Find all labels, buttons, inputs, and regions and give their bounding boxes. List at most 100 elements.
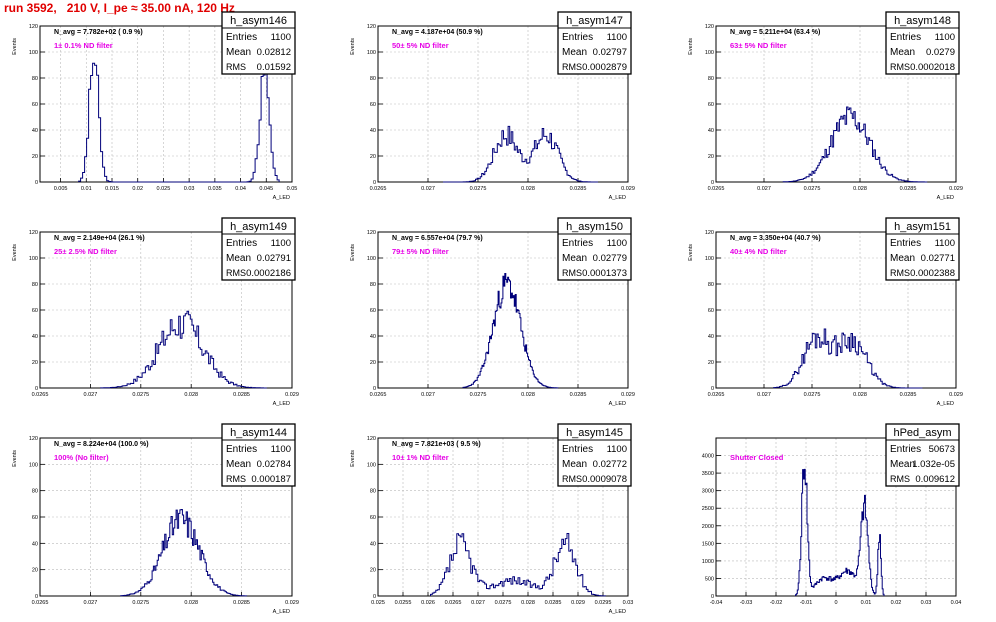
y-tick-label: 40 — [32, 334, 38, 340]
y-tick-label: 100 — [705, 50, 714, 56]
histogram-panel-hPed_asym: -0.04 -0.03 -0.02 -0.01 0 0.01 0.02 0.03 0.04 0 50… — [702, 423, 962, 606]
stats-value: 1100 — [607, 444, 627, 455]
stats-box-h_asym147: h_asym147 Entries 1100 Mean 0.02797 RMS 0.0002… — [557, 11, 632, 75]
stats-value: 0.0001373 — [582, 268, 627, 279]
x-tick-label: 0.0265 — [445, 600, 462, 606]
y-axis-label: Events — [350, 38, 356, 55]
stats-box-frame — [557, 423, 632, 487]
y-tick-label: 100 — [705, 256, 714, 262]
histogram-series-h_asym151 — [773, 328, 923, 389]
x-tick-label: 0.04 — [951, 600, 962, 606]
y-tick-label: 20 — [32, 568, 38, 574]
stats-value: 1100 — [935, 32, 955, 43]
y-tick-label: 2000 — [702, 524, 714, 530]
x-tick-label: 0.028 — [853, 392, 867, 398]
x-axis-label: A_LED — [937, 195, 954, 201]
y-tick-label: 2500 — [702, 506, 714, 512]
y-tick-label: 120 — [29, 230, 38, 236]
y-tick-label: 60 — [370, 102, 376, 108]
y-tick-label: 100 — [29, 462, 38, 468]
x-tick-label: 0.028 — [184, 600, 198, 606]
navg-label: N_avg = 8.224e+04 (100.0 %) — [54, 441, 149, 448]
x-tick-label: 0.026 — [421, 600, 435, 606]
y-tick-label: 80 — [32, 282, 38, 288]
histogram-panel-h_asym149: 0.0265 0.027 0.0275 0.028 0.0285 0.029 0 20 40 60… — [12, 217, 299, 407]
y-tick-label: 0 — [373, 180, 376, 186]
x-axis-label: A_LED — [273, 195, 290, 201]
stats-label: Mean — [562, 47, 587, 58]
histogram-series-h_asym150 — [462, 273, 559, 389]
x-tick-label: -0.02 — [770, 600, 783, 606]
x-tick-label: 0.0285 — [545, 600, 562, 606]
navg-label: N_avg = 3.350e+04 (40.7 %) — [730, 235, 821, 242]
y-tick-label: 100 — [367, 256, 376, 262]
stats-value: 0.02797 — [593, 47, 627, 58]
y-tick-label: 120 — [705, 230, 714, 236]
x-tick-label: 0.01 — [81, 186, 92, 192]
y-axis-label: Events — [12, 244, 18, 261]
stats-label: Entries — [890, 32, 921, 43]
y-tick-label: 60 — [370, 308, 376, 314]
y-tick-label: 1500 — [702, 541, 714, 547]
x-tick-label: 0.0285 — [900, 186, 917, 192]
stats-label: Mean — [226, 459, 251, 470]
y-tick-label: 60 — [370, 515, 376, 521]
stats-label: Mean — [226, 47, 251, 58]
stats-value: 1100 — [271, 238, 291, 249]
histogram-series-h_asym146 — [78, 57, 280, 183]
x-axis-label: A_LED — [273, 609, 290, 615]
y-tick-label: 40 — [32, 541, 38, 547]
y-tick-label: 80 — [708, 76, 714, 82]
navg-label: N_avg = 6.557e+04 (79.7 %) — [392, 235, 483, 242]
navg-label: N_avg = 7.782e+02 ( 0.9 %) — [54, 29, 143, 36]
x-tick-label: 0.027 — [84, 600, 98, 606]
stats-value: 0.02779 — [593, 253, 627, 264]
x-tick-label: 0.03 — [623, 600, 634, 606]
navg-label: N_avg = 2.149e+04 (26.1 %) — [54, 235, 145, 242]
y-tick-label: 100 — [29, 50, 38, 56]
stats-label: RMS — [890, 62, 910, 72]
x-tick-label: 0.029 — [621, 186, 635, 192]
y-tick-label: 0 — [35, 594, 38, 600]
stats-value: 0.0002388 — [910, 268, 955, 279]
y-tick-label: 0 — [35, 386, 38, 392]
stats-label: Mean — [890, 459, 915, 470]
y-tick-label: 1000 — [702, 559, 714, 565]
y-tick-label: 500 — [705, 576, 714, 582]
histogram-name: h_asym150 — [566, 221, 623, 233]
x-tick-label: 0.028 — [521, 186, 535, 192]
y-tick-label: 80 — [32, 489, 38, 495]
stats-value: 1100 — [607, 32, 627, 43]
navg-label: N_avg = 7.821e+03 ( 9.5 %) — [392, 441, 481, 448]
histogram-name: h_asym144 — [230, 427, 287, 439]
histogram-series-h_asym144 — [120, 509, 248, 597]
stats-box-frame — [885, 11, 960, 75]
y-tick-label: 20 — [32, 360, 38, 366]
filter-label: 40± 4% ND filter — [730, 247, 787, 256]
x-tick-label: 0.045 — [259, 186, 273, 192]
x-tick-label: 0.029 — [285, 600, 299, 606]
stats-label: Mean — [890, 253, 915, 264]
x-tick-label: 0.028 — [521, 392, 535, 398]
histogram-panel-h_asym144: 0.0265 0.027 0.0275 0.028 0.0285 0.029 0 20 40 60… — [12, 423, 299, 615]
histogram-series-h_asym145 — [430, 533, 606, 597]
filter-label: 100% (No filter) — [54, 453, 109, 462]
stats-label: Mean — [226, 253, 251, 264]
stats-label: RMS — [562, 62, 582, 72]
x-tick-label: 0.027 — [421, 392, 435, 398]
x-tick-label: 0.0275 — [804, 186, 821, 192]
x-tick-label: 0.025 — [157, 186, 171, 192]
y-tick-label: 20 — [708, 154, 714, 160]
x-tick-label: 0.05 — [287, 186, 298, 192]
stats-value: 1100 — [607, 238, 627, 249]
histogram-name: h_asym148 — [894, 15, 951, 27]
stats-label: Mean — [890, 47, 915, 58]
stats-value: 0.0002186 — [246, 268, 291, 279]
stats-label: Entries — [226, 238, 257, 249]
x-tick-label: 0.027 — [84, 392, 98, 398]
x-tick-label: 0.027 — [757, 186, 771, 192]
navg-label: N_avg = 4.187e+04 (50.9 %) — [392, 29, 483, 36]
y-axis-label: Events — [12, 450, 18, 467]
x-tick-label: 0.0285 — [570, 186, 587, 192]
